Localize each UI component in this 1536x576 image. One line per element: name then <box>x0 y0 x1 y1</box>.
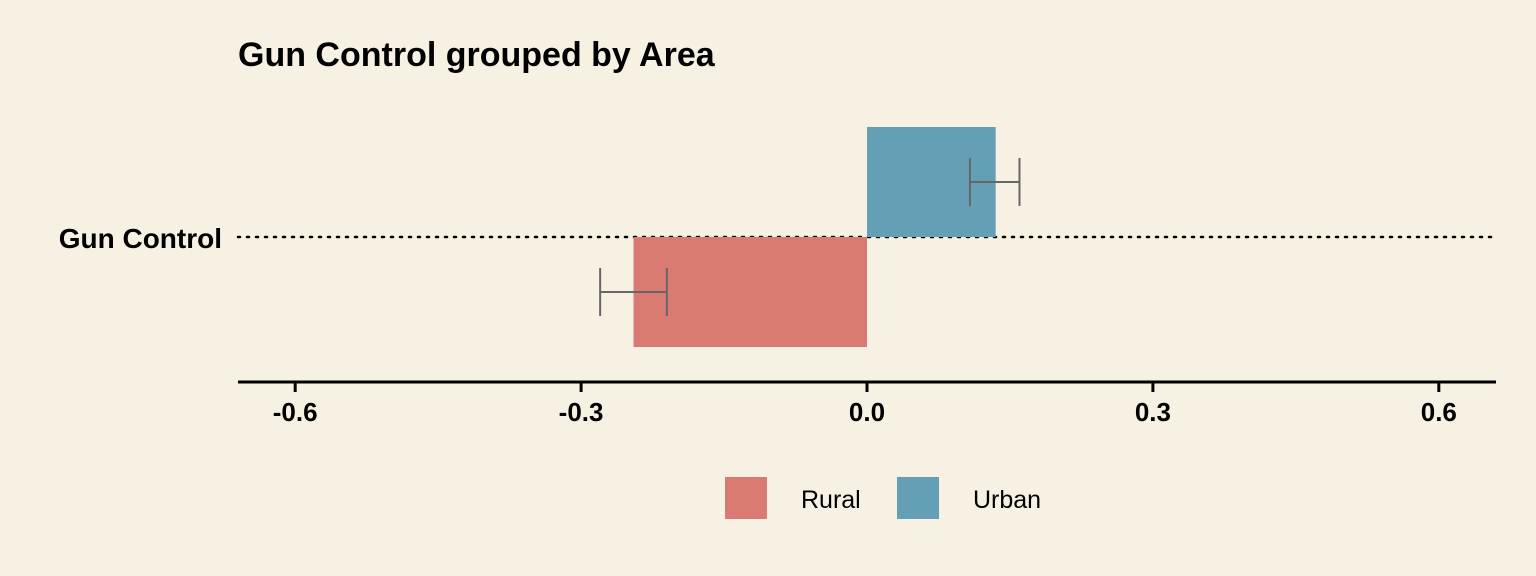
x-tick-label: -0.3 <box>559 397 604 427</box>
legend-swatch-rural <box>725 477 767 519</box>
x-tick-label: -0.6 <box>273 397 318 427</box>
legend-label-rural: Rural <box>801 486 861 514</box>
category-label-gun-control: Gun Control <box>59 223 222 254</box>
legend: Rural Urban <box>725 477 1041 519</box>
bar-rural <box>633 237 867 347</box>
x-tick-label: 0.6 <box>1421 397 1457 427</box>
bars-group <box>599 127 1021 347</box>
x-tick-label: 0.3 <box>1135 397 1171 427</box>
x-tick-label: 0.0 <box>849 397 885 427</box>
chart-title: Gun Control grouped by Area <box>238 36 716 74</box>
legend-swatch-urban <box>897 477 939 519</box>
legend-label-urban: Urban <box>973 486 1041 514</box>
x-axis-ticks: -0.6 -0.3 0.0 0.3 0.6 <box>273 382 1457 427</box>
